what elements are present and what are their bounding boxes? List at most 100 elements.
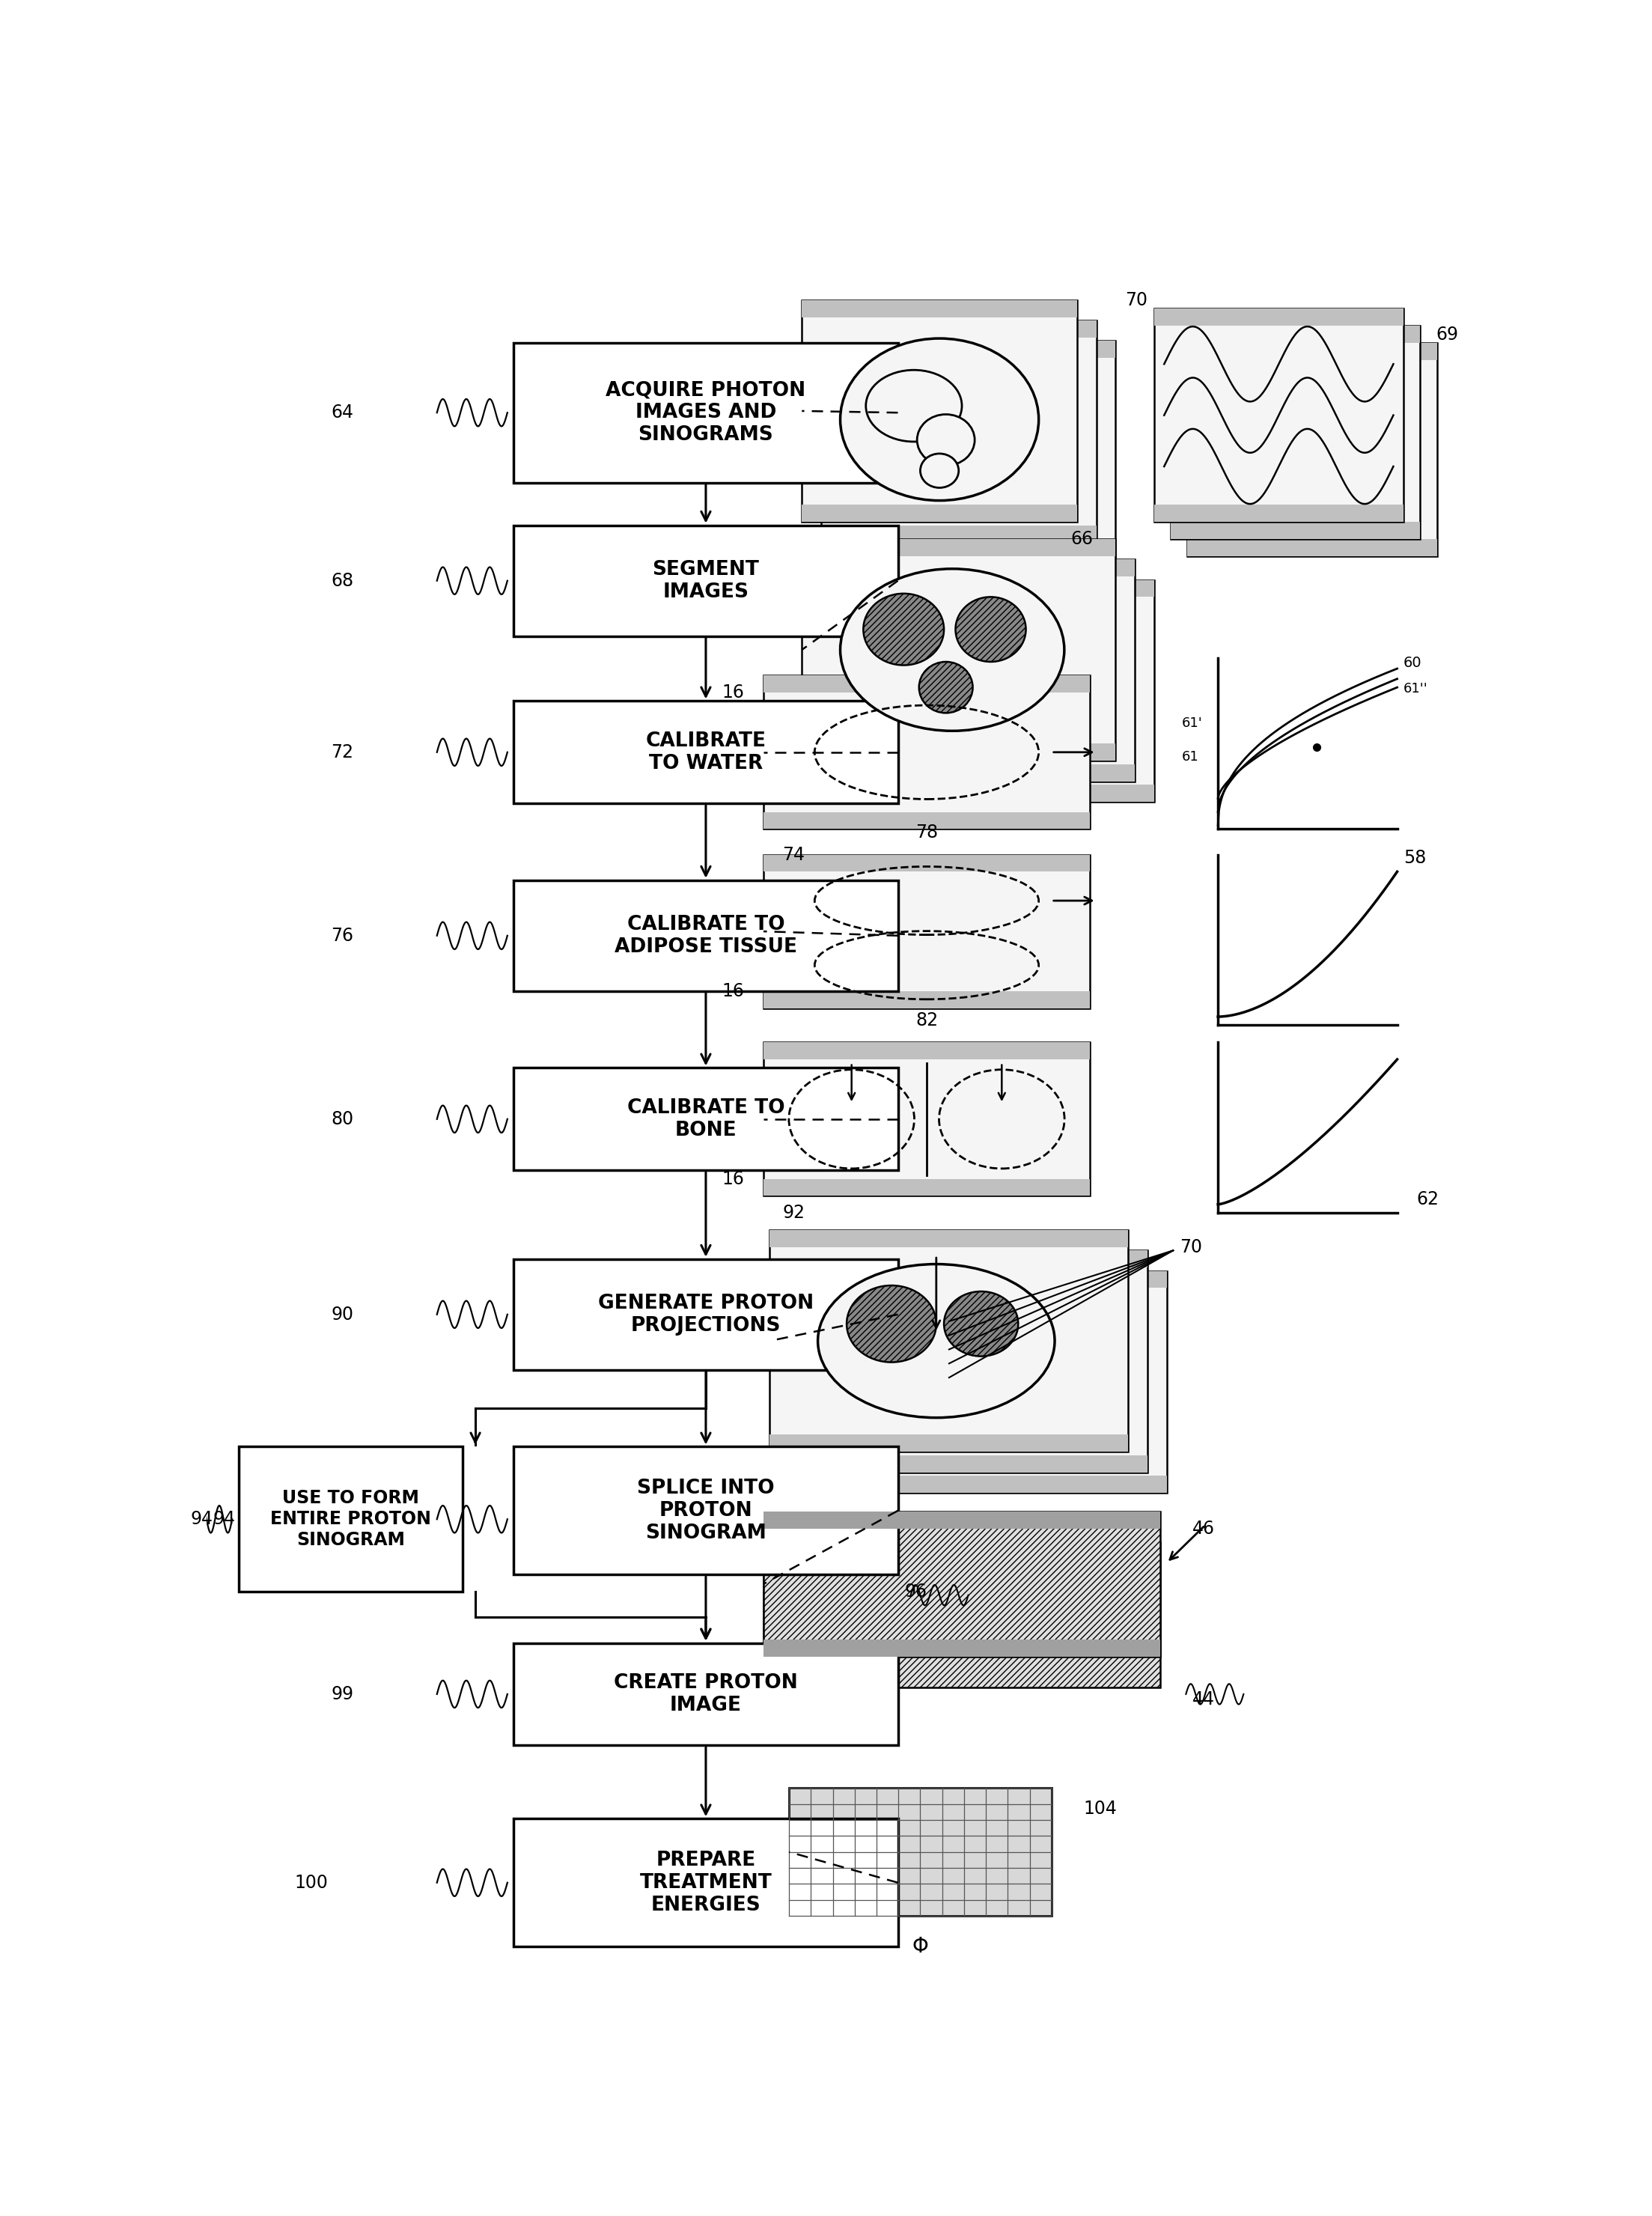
Ellipse shape [919,663,973,714]
Text: 96: 96 [904,1582,927,1600]
Bar [763,676,1090,829]
Bar [1188,343,1437,359]
Text: GENERATE PROTON
PROJECTIONS: GENERATE PROTON PROJECTIONS [598,1294,814,1336]
Bar [790,1250,1148,1471]
Bar [1153,308,1404,521]
Text: USE TO FORM
ENTIRE PROTON
SINOGRAM: USE TO FORM ENTIRE PROTON SINOGRAM [271,1489,431,1549]
Bar [841,581,1153,802]
Bar [514,525,899,636]
Text: PREPARE
TREATMENT
ENERGIES: PREPARE TREATMENT ENERGIES [639,1850,771,1915]
Bar [763,855,1090,871]
Bar [238,1447,463,1591]
Bar [801,299,1077,521]
Bar [514,1819,899,1946]
Text: 58: 58 [1404,849,1426,866]
Text: 16: 16 [722,683,743,702]
Bar [808,1476,1166,1494]
Bar [790,1250,1148,1268]
Bar [1171,326,1421,538]
Text: SPLICE INTO
PROTON
SINOGRAM: SPLICE INTO PROTON SINOGRAM [638,1478,775,1542]
Text: 44: 44 [1193,1691,1214,1709]
Ellipse shape [917,414,975,465]
Ellipse shape [847,1285,937,1363]
Bar [763,1511,1160,1658]
Text: 104: 104 [1084,1799,1117,1817]
Ellipse shape [955,596,1026,663]
Bar [1188,538,1437,556]
Ellipse shape [841,570,1064,731]
Bar [763,1042,1090,1059]
Bar [841,784,1153,802]
Text: SEGMENT
IMAGES: SEGMENT IMAGES [653,561,760,603]
Text: 72: 72 [332,742,354,762]
Bar [763,991,1090,1008]
Bar [763,1511,1160,1529]
Ellipse shape [864,594,943,665]
Bar [841,341,1115,359]
Bar [770,1434,1128,1451]
Ellipse shape [818,1263,1054,1418]
Text: 99: 99 [332,1684,354,1704]
Bar [763,1179,1090,1197]
Bar [514,1259,899,1369]
Bar [801,505,1077,521]
Text: 76: 76 [332,926,354,944]
Text: 62: 62 [1416,1190,1439,1208]
Text: CALIBRATE TO
ADIPOSE TISSUE: CALIBRATE TO ADIPOSE TISSUE [615,915,798,957]
Bar [801,538,1115,760]
Bar [821,558,1135,576]
Bar [1188,343,1437,556]
Text: 66: 66 [1070,530,1094,547]
Bar [801,299,1077,317]
Text: 60: 60 [1404,656,1422,669]
Bar [808,1272,1166,1287]
Bar [821,321,1097,337]
Bar [1153,308,1404,326]
Text: 100: 100 [294,1875,329,1892]
Bar [821,321,1097,543]
Bar [821,765,1135,782]
Bar [514,700,899,804]
Text: 64: 64 [332,403,354,421]
Ellipse shape [943,1292,1018,1356]
Bar [763,855,1090,1008]
Text: 69: 69 [1436,326,1459,343]
Text: 78: 78 [915,824,938,842]
Bar [514,1642,899,1746]
Text: ACQUIRE PHOTON
IMAGES AND
SINOGRAMS: ACQUIRE PHOTON IMAGES AND SINOGRAMS [606,381,806,445]
Text: 90: 90 [332,1305,354,1323]
Bar [821,558,1135,782]
Text: 82: 82 [915,1010,938,1028]
Text: 70: 70 [1125,290,1148,308]
Bar [763,1640,1160,1658]
Bar [763,1542,1160,1686]
Bar [841,581,1153,596]
Bar [821,525,1097,543]
Text: 61': 61' [1183,716,1203,729]
Bar [841,341,1115,563]
Bar [1153,505,1404,521]
Bar [801,538,1115,556]
Bar [801,745,1115,760]
Text: 16: 16 [722,1170,743,1188]
Bar [770,1230,1128,1248]
Bar [770,1230,1128,1451]
Text: Φ: Φ [912,1937,928,1957]
Text: 70: 70 [1180,1239,1203,1256]
Bar [514,343,899,483]
Ellipse shape [841,339,1039,501]
Bar [808,1272,1166,1494]
Text: 80: 80 [330,1110,354,1128]
Bar [514,1447,899,1576]
Text: 74: 74 [783,847,805,864]
Bar [763,1042,1090,1197]
Bar [790,1456,1148,1471]
Bar [841,545,1115,563]
Text: CALIBRATE TO
BONE: CALIBRATE TO BONE [628,1099,785,1139]
Bar [763,676,1090,691]
Bar [1171,521,1421,538]
Text: 61: 61 [1183,751,1199,765]
Text: 16: 16 [722,982,743,999]
Bar [514,880,899,991]
Text: 68: 68 [330,572,354,589]
